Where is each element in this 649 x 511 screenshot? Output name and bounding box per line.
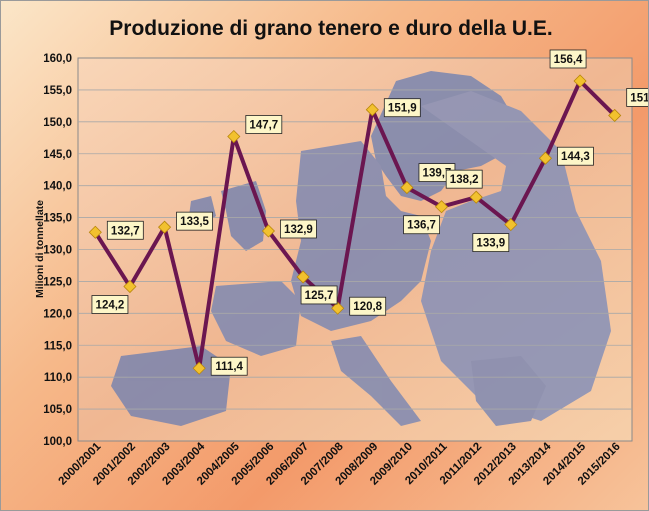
data-point-marker (88, 225, 102, 239)
y-tick-label: 100,0 (43, 436, 72, 448)
data-point-marker (400, 181, 414, 195)
data-label-box (403, 215, 440, 235)
data-label-text: 120,8 (353, 301, 382, 313)
data-label-box (300, 285, 338, 305)
data-label-text: 144,3 (561, 151, 590, 163)
y-axis-ticks: 100,0 105,0 110,0 115,0 120,0 125,0 130,0 135,0… (43, 53, 72, 448)
data-label-text: 132,7 (111, 225, 140, 237)
data-label: 133,5 (176, 211, 213, 231)
data-label: 138,2 (445, 169, 483, 189)
data-label-text: 136,7 (407, 220, 436, 232)
y-tick-label: 150,0 (43, 117, 72, 129)
y-tick-label: 145,0 (43, 149, 72, 161)
data-point-marker (365, 103, 379, 117)
data-label: 124,2 (91, 295, 129, 314)
data-point-marker (157, 220, 172, 234)
data-label: 132,7 (106, 220, 144, 240)
y-tick-label: 125,0 (43, 276, 72, 288)
chart-title: Produzione di grano tenero e duro della … (109, 17, 552, 40)
data-label: 120,8 (349, 296, 387, 316)
y-tick-label: 140,0 (43, 181, 72, 193)
series-line (88, 74, 622, 375)
y-tick-label: 160,0 (43, 53, 72, 65)
y-tick-label: 135,0 (43, 213, 72, 225)
data-label: 136,7 (403, 215, 440, 235)
data-point-marker (192, 361, 206, 375)
data-label-box (626, 88, 648, 107)
data-point-marker (296, 270, 310, 284)
data-label-text: 147,7 (249, 120, 278, 132)
data-label-text: 124,2 (96, 300, 125, 312)
data-label-text: 139,7 (423, 168, 452, 180)
data-point-marker (608, 108, 622, 123)
data-label: 132,9 (280, 219, 317, 239)
data-label-text: 138,2 (450, 174, 479, 186)
data-label-box (106, 220, 144, 240)
data-label-text: 151,0 (630, 92, 648, 104)
series-polyline (93, 78, 617, 371)
data-label-box (549, 49, 587, 69)
data-label-box (557, 146, 594, 166)
data-label: 147,7 (245, 115, 283, 134)
data-label: 111,4 (210, 356, 248, 376)
y-tick-label: 105,0 (43, 404, 72, 416)
data-label-text: 133,9 (476, 238, 505, 250)
data-label: 156,4 (549, 49, 587, 69)
data-label-box (210, 356, 248, 376)
data-label: 125,7 (300, 285, 338, 305)
data-point-marker (538, 151, 553, 165)
y-tick-label: 120,0 (43, 308, 72, 320)
data-label-box (91, 295, 129, 314)
data-point-marker (227, 129, 241, 144)
data-label: 133,9 (472, 233, 510, 253)
data-label-box (445, 169, 483, 189)
data-label-box (245, 115, 283, 134)
data-label-box (280, 219, 317, 239)
data-labels: 132,7 124,2 133,5 111,4 147,7 132,9 125,7 120,8… (91, 49, 648, 376)
data-point-marker (573, 74, 587, 88)
data-point-marker (123, 279, 137, 294)
europe-map-background (111, 71, 611, 426)
data-label-box (472, 233, 510, 253)
data-label-text: 151,9 (388, 103, 417, 115)
data-label-text: 111,4 (215, 361, 243, 373)
y-tick-label: 115,0 (44, 340, 72, 352)
data-label-text: 133,5 (180, 216, 209, 228)
data-point-marker (469, 190, 483, 204)
data-point-marker (331, 301, 345, 315)
y-tick-label: 130,0 (43, 245, 72, 257)
data-label-text: 125,7 (305, 290, 334, 302)
y-tick-label: 155,0 (43, 85, 72, 97)
data-label-box (176, 211, 213, 231)
data-point-marker (434, 200, 449, 214)
y-axis-label: Milioni di tonnellate (34, 200, 46, 298)
data-label-text: 132,9 (284, 224, 313, 236)
data-label-text: 156,4 (554, 54, 583, 66)
y-tick-label: 110,0 (44, 372, 72, 384)
data-label: 151,9 (383, 98, 421, 118)
data-label: 151,0 (626, 88, 648, 107)
data-label: 144,3 (557, 146, 594, 166)
x-axis-ticks: 2000/20012001/20022002/20032003/20042004… (56, 440, 622, 487)
data-point-marker (504, 218, 518, 232)
data-point-marker (261, 224, 276, 238)
data-label-box (349, 296, 387, 316)
data-label-box (383, 98, 421, 118)
